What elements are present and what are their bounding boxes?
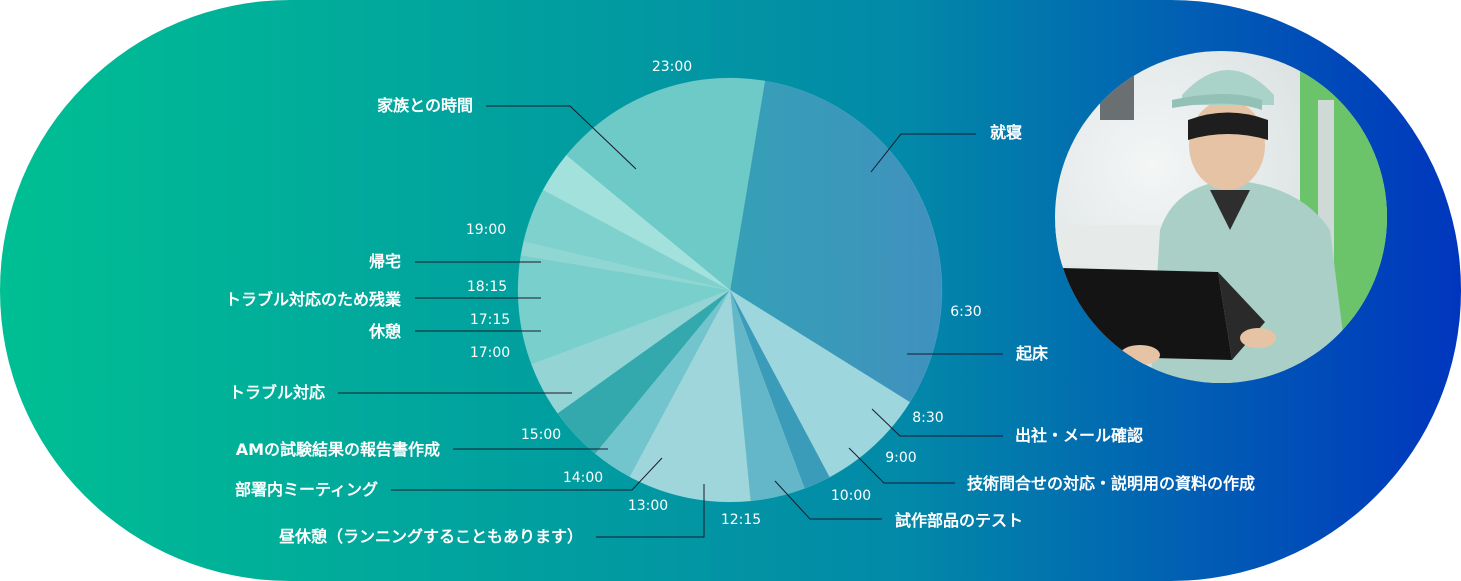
time-tick-label: 12:15 — [721, 512, 761, 528]
pie-slice — [729, 289, 911, 478]
activity-label: 休憩 — [368, 322, 401, 341]
time-tick-label: 14:00 — [563, 470, 603, 486]
activity-label: 就寝 — [990, 123, 1022, 142]
leader-line — [870, 133, 976, 173]
time-tick-label: 9:00 — [885, 450, 916, 466]
time-tick-label: 17:00 — [470, 345, 510, 361]
pie-slices — [517, 77, 943, 503]
leader-line — [871, 408, 1003, 437]
time-tick-label: 15:00 — [521, 427, 561, 443]
pie-slice — [729, 289, 831, 489]
activity-label: トラブル対応のため残業 — [225, 290, 402, 309]
leader-line — [486, 105, 637, 170]
pie-slice — [629, 288, 751, 503]
activity-label: 昼休憩（ランニングすることもあります） — [278, 527, 583, 546]
leader-line — [774, 480, 882, 520]
activity-label: 出社・メール確認 — [1015, 426, 1143, 445]
leader-line — [848, 447, 955, 484]
time-tick-label: 13:00 — [628, 498, 668, 514]
activity-label: トラブル対応 — [229, 383, 325, 402]
activity-labels: 就寝起床出社・メール確認技術問合せの対応・説明用の資料の作成試作部品のテスト昼休… — [225, 96, 1255, 546]
time-tick-label: 19:00 — [466, 222, 506, 238]
pie-slice — [517, 254, 732, 365]
activity-label: 技術問合せの対応・説明用の資料の作成 — [967, 474, 1255, 493]
activity-label: AMの試験結果の報告書作成 — [236, 440, 440, 459]
activity-label: 起床 — [1015, 344, 1049, 363]
time-tick-label: 17:15 — [470, 312, 510, 328]
time-tick-label: 8:30 — [912, 410, 943, 426]
activity-label: 試作部品のテスト — [895, 511, 1023, 530]
pie-slice — [523, 189, 731, 291]
time-tick-label: 10:00 — [831, 488, 871, 504]
time-tick-label: 18:15 — [467, 279, 507, 295]
pie-slice — [542, 154, 731, 291]
leader-line — [391, 457, 663, 491]
time-tick-label: 23:00 — [652, 59, 692, 75]
pie-slice — [594, 289, 731, 478]
time-tick-label: 6:30 — [950, 304, 981, 320]
leader-lines — [338, 105, 1003, 538]
pie-slice — [565, 77, 766, 291]
pie-slice — [520, 241, 731, 291]
time-tick-labels: 23:00 6:30 8:30 9:00 10:00 12:15 13:00 14:00 15:… — [466, 59, 982, 528]
activity-label: 部署内ミーティング — [235, 480, 378, 499]
pie-slice — [557, 289, 731, 455]
pie-slice — [531, 289, 731, 414]
leader-line — [596, 484, 705, 538]
activity-label: 帰宅 — [369, 252, 401, 271]
activity-label: 家族との時間 — [377, 96, 473, 115]
pie-slice — [729, 289, 805, 502]
